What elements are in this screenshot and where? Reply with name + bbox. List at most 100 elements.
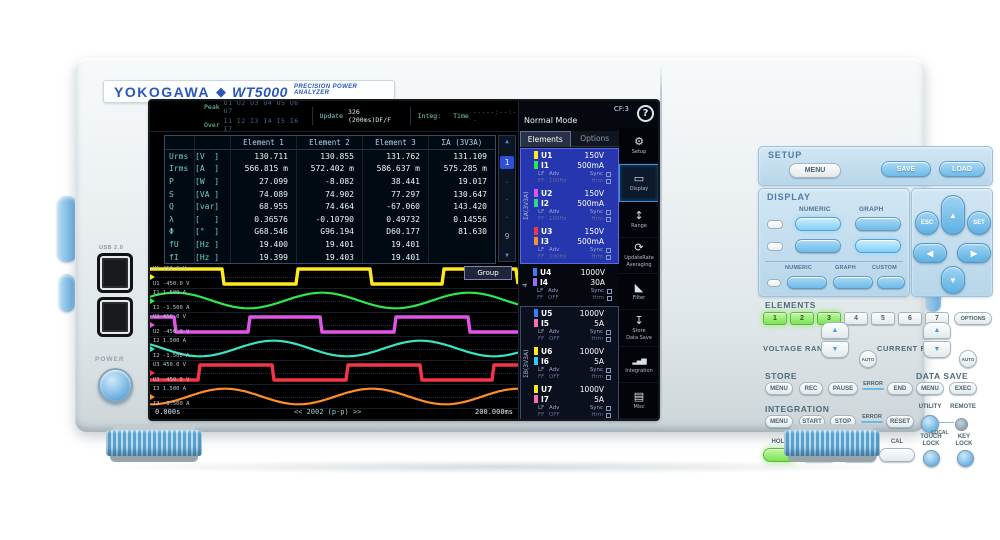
rail-item-display[interactable]: ▭ Display — [619, 164, 658, 202]
store-pause-button[interactable]: PAUSE — [828, 382, 858, 395]
custom-numeric-button[interactable] — [787, 276, 827, 289]
table-unit: [var] — [195, 200, 231, 213]
channel-color-bar — [534, 309, 538, 317]
channel-range: 500mA — [577, 236, 604, 246]
integration-menu-button[interactable]: MENU — [765, 415, 793, 428]
setup-section: SETUP MENU SAVE LOAD — [758, 146, 993, 186]
element-entry[interactable]: U5 1000V I5 5A LF FF Adv OFF Sync Hrm — [532, 307, 618, 345]
element-2-button[interactable]: 2 — [790, 312, 814, 325]
numeric-row2-button[interactable] — [795, 239, 841, 253]
numeric-row1-button[interactable] — [795, 217, 841, 231]
table-value: 575.285 m — [443, 164, 487, 174]
channel-range: 150V — [584, 150, 604, 160]
set-button[interactable]: SET — [967, 211, 991, 235]
element-entry[interactable]: U3 150V I3 500mA LF FF Adv 100Hz Sync Hrm — [532, 225, 618, 263]
table-quantity: P — [165, 175, 195, 188]
integration-reset-button[interactable]: RESET — [886, 415, 914, 428]
element-meta: LF FF Adv 100Hz Sync Hrm — [534, 208, 616, 223]
cal-button[interactable] — [879, 448, 915, 462]
tab-elements[interactable]: Elements — [520, 131, 571, 147]
group-button[interactable]: Group — [464, 266, 512, 280]
local-label: LOCAL — [931, 430, 949, 436]
element-6-button[interactable]: 6 — [898, 312, 922, 325]
rail-item-misc[interactable]: ▤ Misc — [619, 383, 658, 419]
voltage-range-down-button[interactable]: ▼ — [821, 341, 849, 358]
store-menu-button[interactable]: MENU — [765, 382, 793, 395]
rail-item-store[interactable]: ↧ Store Data Save — [619, 310, 658, 347]
peak-values: U1 U2 U3 U4 U5 U6 U7 — [223, 101, 299, 115]
rail-item-setup[interactable]: ⚙ Setup — [619, 128, 658, 165]
graph-row2-button[interactable] — [855, 239, 901, 253]
tab-options[interactable]: Options — [570, 131, 619, 147]
meta-source-boxes — [606, 171, 615, 185]
page-dot[interactable]: · — [504, 178, 510, 188]
integ-label: Integ: — [417, 112, 442, 120]
power-button[interactable] — [98, 368, 133, 403]
element-entry[interactable]: U1 150V I1 500mA LF FF Adv 100Hz Sync Hrm — [532, 149, 618, 187]
current-auto-button[interactable]: AUTO — [959, 350, 977, 368]
rail-item-range[interactable]: ↕ Range — [619, 202, 658, 238]
utility-button[interactable] — [921, 415, 939, 433]
display-row2-indicator[interactable] — [767, 242, 783, 251]
custom-custom-button[interactable] — [877, 276, 905, 289]
load-button[interactable]: LOAD — [939, 161, 985, 177]
touch-lock-button[interactable] — [923, 450, 940, 467]
voltage-range-up-button[interactable]: ▲ — [821, 322, 849, 339]
rail-item-integration[interactable]: ▂▄▆ Integration — [619, 347, 658, 383]
rail-item-update-rate[interactable]: ⟳ UpdateRate Averaging — [619, 238, 658, 274]
channel-range: 1000V — [579, 346, 604, 356]
data-save-menu-button[interactable]: MENU — [916, 382, 944, 395]
meta-adv-freq: Adv 100Hz — [549, 209, 567, 222]
graph-row1-button[interactable] — [855, 217, 901, 231]
element-5-button[interactable]: 5 — [871, 312, 895, 325]
esc-button[interactable]: ESC — [915, 211, 939, 235]
element-1-button[interactable]: 1 — [763, 312, 787, 325]
meta-sync-hrm: Sync Hrm — [589, 209, 603, 222]
setup-menu-button[interactable]: MENU — [789, 163, 841, 178]
current-range-up-button[interactable]: ▲ — [923, 322, 951, 339]
element-entry[interactable]: U4 1000V I4 30A LF FF Adv OFF Sync Hrm — [531, 266, 619, 304]
table-unit: [VA ] — [195, 187, 231, 201]
options-button[interactable]: OPTIONS — [954, 312, 992, 325]
store-rec-button[interactable]: REC — [799, 382, 823, 395]
meta-adv-freq: Adv 100Hz — [549, 247, 567, 260]
rail-label: Display — [629, 186, 649, 193]
arrow-down-button[interactable]: ▼ — [941, 266, 965, 294]
channel-range: 5A — [594, 318, 604, 328]
page-dot[interactable]: · — [504, 212, 510, 222]
arrow-up-button[interactable]: ▲ — [941, 195, 965, 235]
channel-name: U5 — [541, 308, 553, 318]
page-dot[interactable]: · — [504, 195, 510, 205]
display-section: DISPLAY NUMERIC GRAPH NUMERIC GRAPH CUST… — [758, 188, 910, 297]
custom-graph-button[interactable] — [833, 276, 873, 289]
help-icon[interactable]: ? — [637, 105, 654, 122]
save-button[interactable]: SAVE — [881, 161, 931, 177]
key-lock-button[interactable] — [957, 450, 974, 467]
usb-port-1[interactable] — [97, 253, 133, 293]
page-last[interactable]: 9 — [504, 231, 510, 241]
over-values: I1 I2 I3 I4 I5 I6 I7 — [223, 117, 299, 133]
element-entry[interactable]: U7 1000V I7 5A LF FF Adv OFF Sync Hrm — [532, 383, 618, 419]
rail-item-filter[interactable]: ◣ Filter — [619, 274, 658, 311]
element-voltage-row: U6 1000V — [534, 346, 616, 356]
store-end-button[interactable]: END — [887, 382, 913, 395]
setup-icon: ⚙ — [634, 135, 644, 149]
custom-row-indicator[interactable] — [767, 279, 781, 287]
arrow-right-button[interactable]: ▶ — [957, 243, 991, 263]
page-current[interactable]: 1 — [500, 156, 514, 170]
data-save-exec-button[interactable]: EXEC — [949, 382, 977, 395]
voltage-auto-button[interactable]: AUTO — [859, 350, 877, 368]
page-down-icon[interactable]: ▼ — [505, 251, 509, 259]
display-row1-indicator[interactable] — [767, 220, 783, 229]
element-entry[interactable]: U2 150V I2 500mA LF FF Adv 100Hz Sync Hrm — [532, 187, 618, 225]
element-entry[interactable]: U6 1000V I6 5A LF FF Adv OFF Sync Hrm — [532, 345, 618, 383]
current-range-down-button[interactable]: ▼ — [923, 341, 951, 358]
element-4-button[interactable]: 4 — [844, 312, 868, 325]
channel-name: U3 — [541, 226, 553, 236]
page-up-icon[interactable]: ▲ — [505, 138, 509, 145]
usb-port-2[interactable] — [97, 297, 133, 337]
arrow-left-button[interactable]: ◀ — [913, 243, 947, 263]
meta-filter: LF FF — [538, 247, 545, 260]
page-strip[interactable]: ▲ 1 · · · 9 ▼ — [498, 135, 516, 262]
